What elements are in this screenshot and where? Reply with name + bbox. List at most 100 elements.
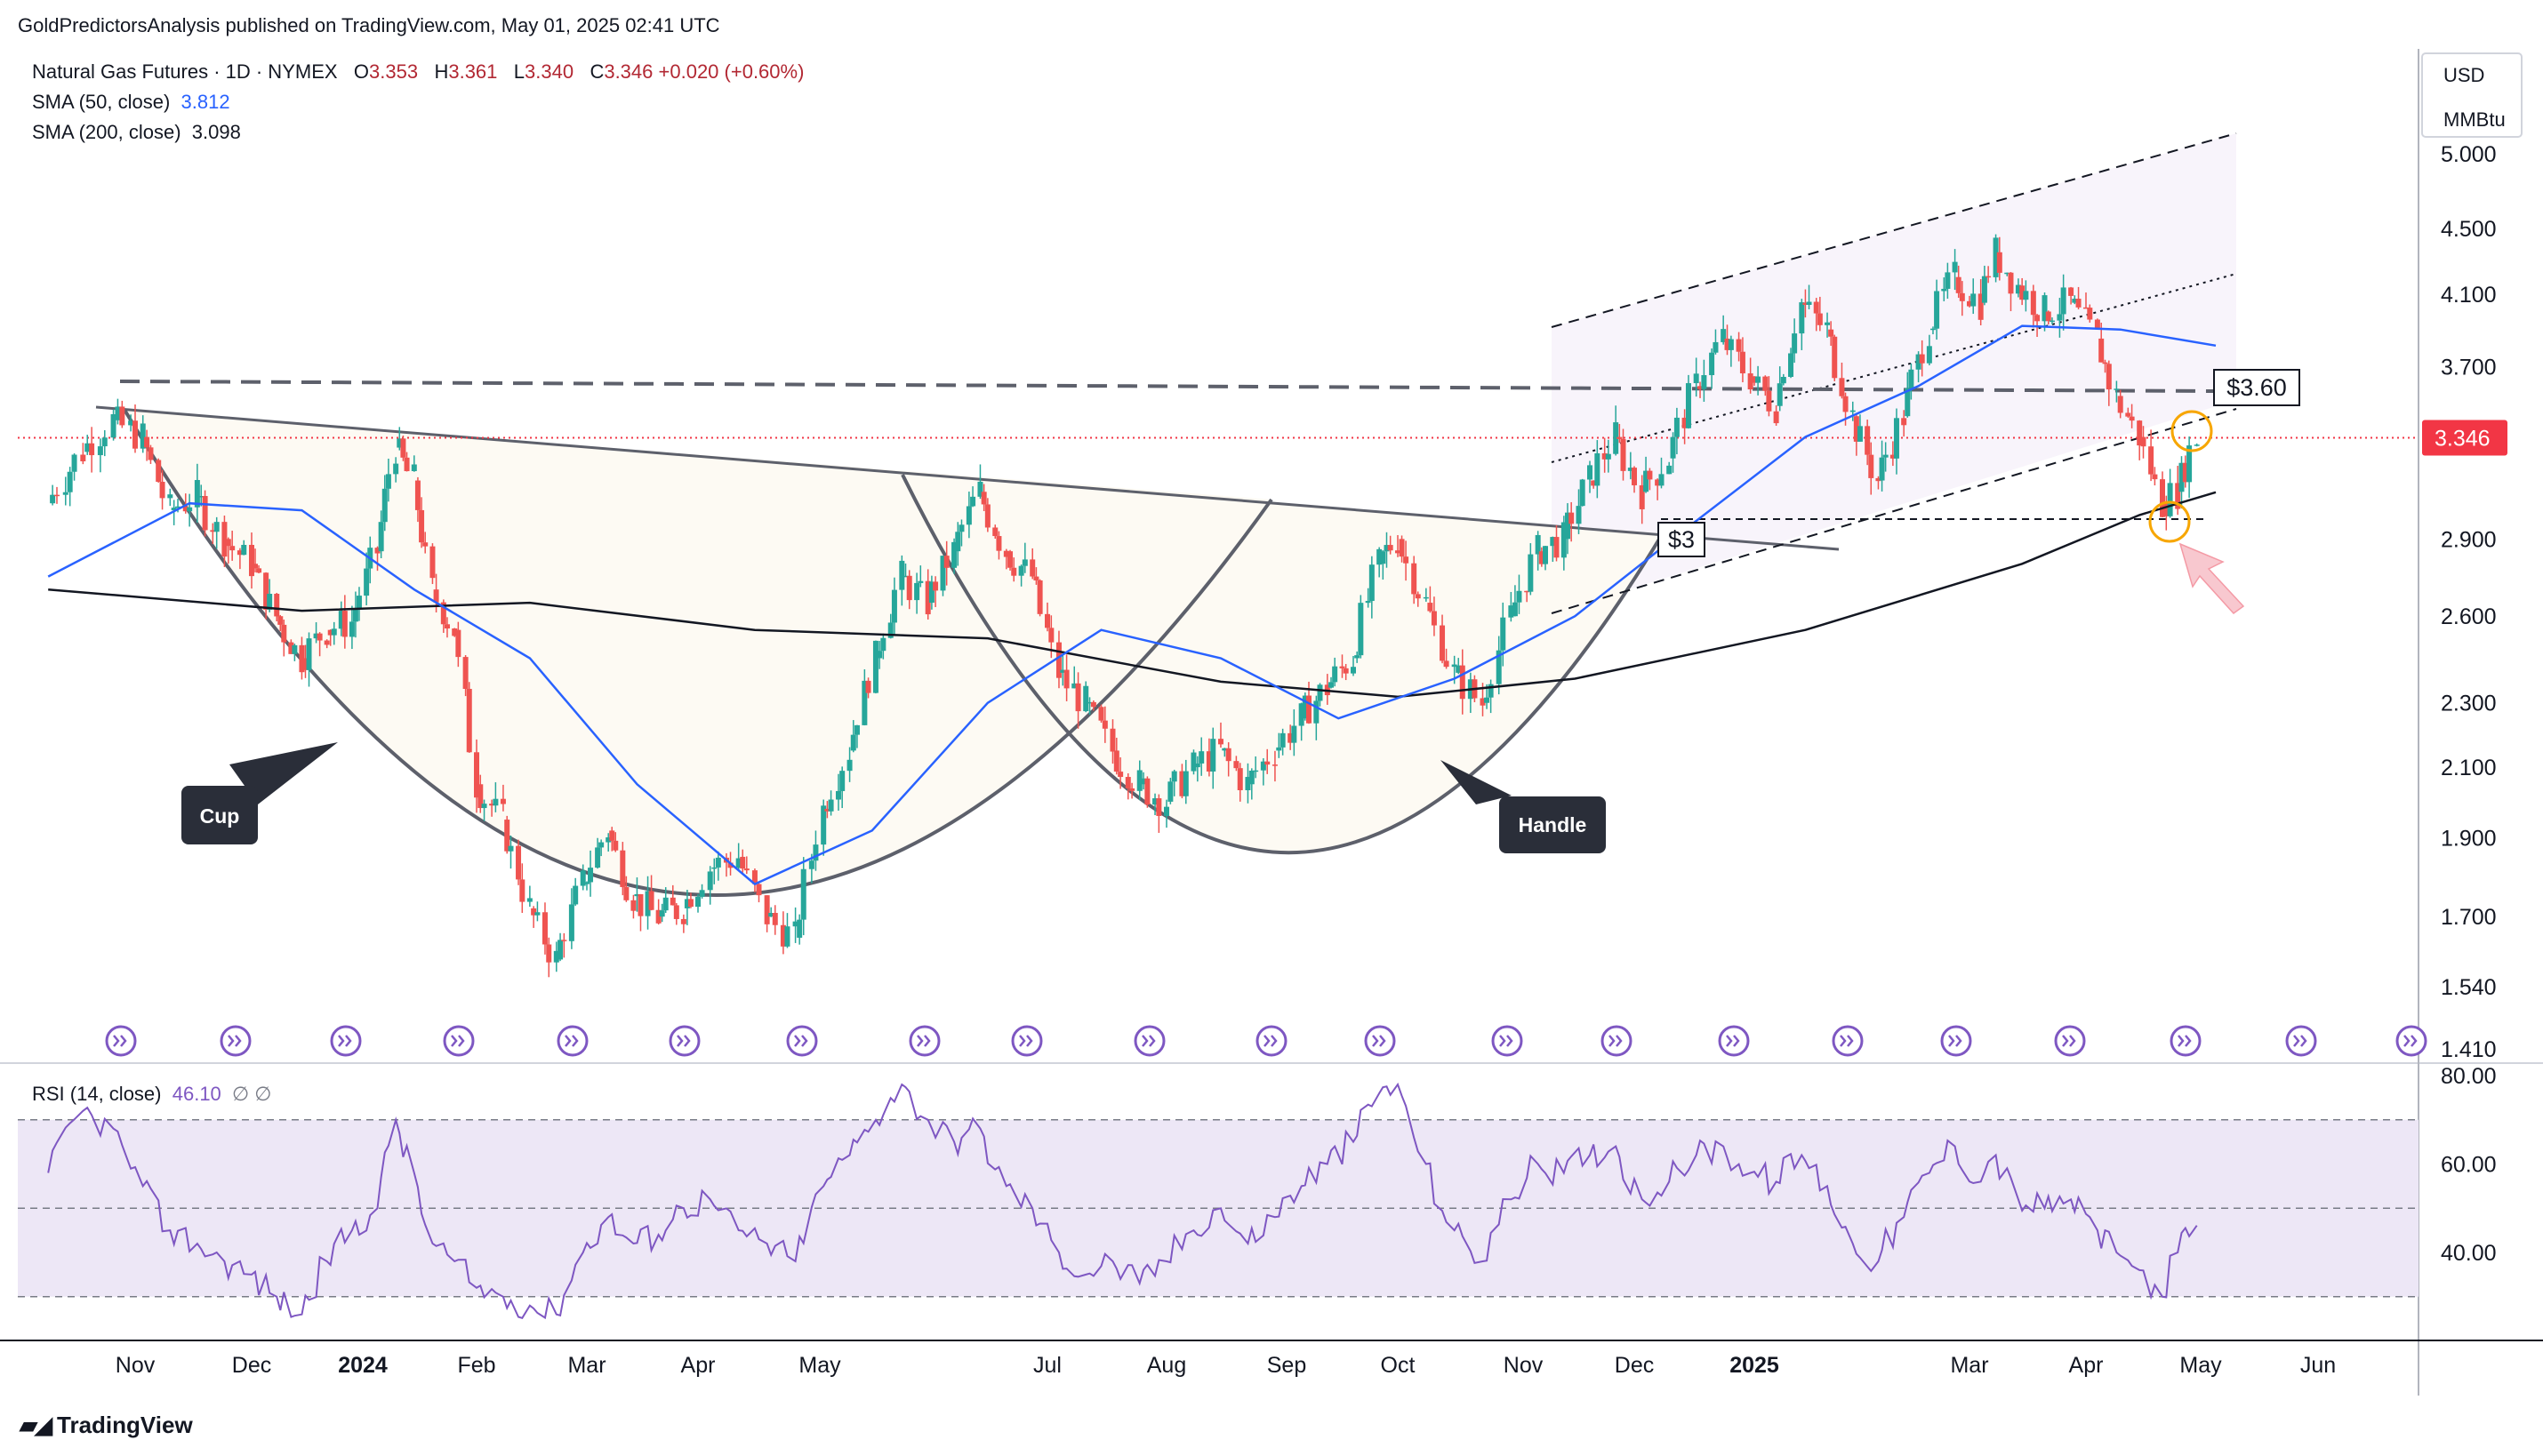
event-arrow-icon[interactable] — [1718, 1025, 1750, 1057]
event-arrow-icon[interactable] — [1364, 1025, 1396, 1057]
candle-body — [1792, 333, 1798, 354]
event-arrow-icon[interactable] — [1940, 1025, 1972, 1057]
handle-shade — [902, 475, 1663, 853]
candle-body — [1952, 261, 1958, 273]
candle-body — [385, 474, 391, 489]
event-arrow-icon[interactable] — [1134, 1025, 1166, 1057]
handle-label-box — [1499, 796, 1606, 853]
candle-body — [444, 624, 450, 629]
candle-body — [1828, 329, 1834, 337]
candle-body — [1102, 720, 1108, 729]
candle-body — [1488, 684, 1494, 698]
candle-body — [1222, 748, 1228, 751]
highlight-circle-bottom — [2148, 500, 2191, 543]
level-3-label: $3 — [1668, 526, 1695, 553]
candle-body — [1164, 806, 1169, 816]
candle-body — [132, 420, 138, 449]
event-arrow-icon[interactable] — [909, 1025, 941, 1057]
candle-body — [67, 471, 73, 492]
symbol-name[interactable]: Natural Gas Futures · 1D · NYMEX — [32, 60, 338, 83]
candle-body — [630, 900, 637, 911]
cup-label: Cup — [200, 804, 240, 828]
candle-body — [981, 492, 987, 505]
event-arrow-icon[interactable] — [786, 1025, 818, 1057]
candle-body — [1339, 666, 1345, 668]
candle-body — [2163, 503, 2170, 516]
candle-body — [1905, 388, 1911, 417]
candle-body — [1627, 468, 1633, 471]
currency-label[interactable]: USD — [2443, 64, 2485, 86]
candle-body — [821, 805, 827, 845]
sma50-legend[interactable]: SMA (50, close) 3.812 — [32, 91, 230, 114]
candle-body — [1048, 628, 1055, 643]
candle-body — [198, 496, 205, 498]
candle-body — [613, 840, 619, 851]
pattern-overlays — [123, 133, 2236, 897]
candle-body — [1129, 788, 1135, 791]
sma200-legend[interactable]: SMA (200, close) 3.098 — [32, 121, 241, 144]
candle-body — [144, 436, 150, 448]
candle-body — [933, 581, 939, 591]
candle-body — [1156, 798, 1162, 816]
candle-body — [1755, 376, 1761, 383]
event-arrow-icon[interactable] — [1600, 1025, 1632, 1057]
price-tick-label: 1.540 — [2441, 975, 2497, 1000]
candle-body — [1762, 376, 1769, 391]
candle-body — [2194, 444, 2200, 446]
candle-body — [645, 891, 651, 916]
event-arrow-icon[interactable] — [105, 1025, 137, 1057]
event-arrow-icon[interactable] — [2395, 1025, 2427, 1057]
level-360-line — [119, 380, 2215, 393]
candle-body — [1728, 339, 1734, 350]
candle-body — [433, 589, 439, 603]
candle-body — [1403, 556, 1409, 564]
sma200-value: 3.098 — [191, 121, 241, 143]
event-arrow-icon[interactable] — [1832, 1025, 1864, 1057]
candle-body — [2117, 396, 2123, 413]
candle-body — [327, 629, 333, 636]
candle-body — [715, 857, 721, 868]
event-arrow-icon[interactable] — [2285, 1025, 2317, 1057]
candle-body — [1380, 551, 1386, 564]
rsi-value: 46.10 — [172, 1083, 221, 1105]
candle-body — [89, 443, 95, 456]
event-arrow-icon[interactable] — [1011, 1025, 1043, 1057]
candle-body — [526, 898, 533, 902]
rsi-label: RSI (14, close) — [32, 1083, 162, 1105]
candle-body — [756, 884, 762, 896]
time-tick-label: Sep — [1267, 1353, 1306, 1378]
event-arrow-icon[interactable] — [330, 1025, 362, 1057]
event-arrow-icon[interactable] — [669, 1025, 701, 1057]
candle-body — [288, 642, 294, 654]
candle-body — [2042, 295, 2048, 322]
event-arrow-icon[interactable] — [2054, 1025, 2086, 1057]
unit-label[interactable]: MMBtu — [2443, 108, 2506, 131]
event-arrow-icon[interactable] — [557, 1025, 589, 1057]
candle-body — [1376, 548, 1383, 565]
annotation-labels: Cup Handle $3.60 $3 — [181, 369, 2300, 853]
candle-body — [1030, 559, 1036, 577]
candle-body — [237, 550, 243, 556]
price-tick-label: 1.900 — [2441, 827, 2497, 852]
candle-body — [1853, 416, 1859, 442]
event-arrow-icon[interactable] — [1255, 1025, 1288, 1057]
candle-body — [1179, 771, 1185, 796]
candle-body — [302, 658, 309, 670]
candle-body — [673, 905, 679, 919]
event-arrow-icon[interactable] — [1491, 1025, 1523, 1057]
candle-body — [1098, 707, 1104, 721]
candle-body — [1538, 551, 1544, 564]
candle-body — [62, 492, 68, 495]
event-arrow-icon[interactable] — [220, 1025, 252, 1057]
candle-body — [558, 940, 564, 960]
rsi-legend[interactable]: RSI (14, close) 46.10 ∅ ∅ — [32, 1083, 271, 1106]
tradingview-logo[interactable]: ▰◢ TradingView — [20, 1412, 193, 1439]
level-360-box — [2213, 369, 2300, 406]
candle-body — [477, 784, 484, 809]
event-arrow-icon[interactable] — [443, 1025, 475, 1057]
candle-body — [1945, 272, 1951, 289]
event-arrow-icon[interactable] — [2170, 1025, 2202, 1057]
candle-body — [1456, 665, 1462, 673]
candle-body — [1747, 373, 1753, 390]
